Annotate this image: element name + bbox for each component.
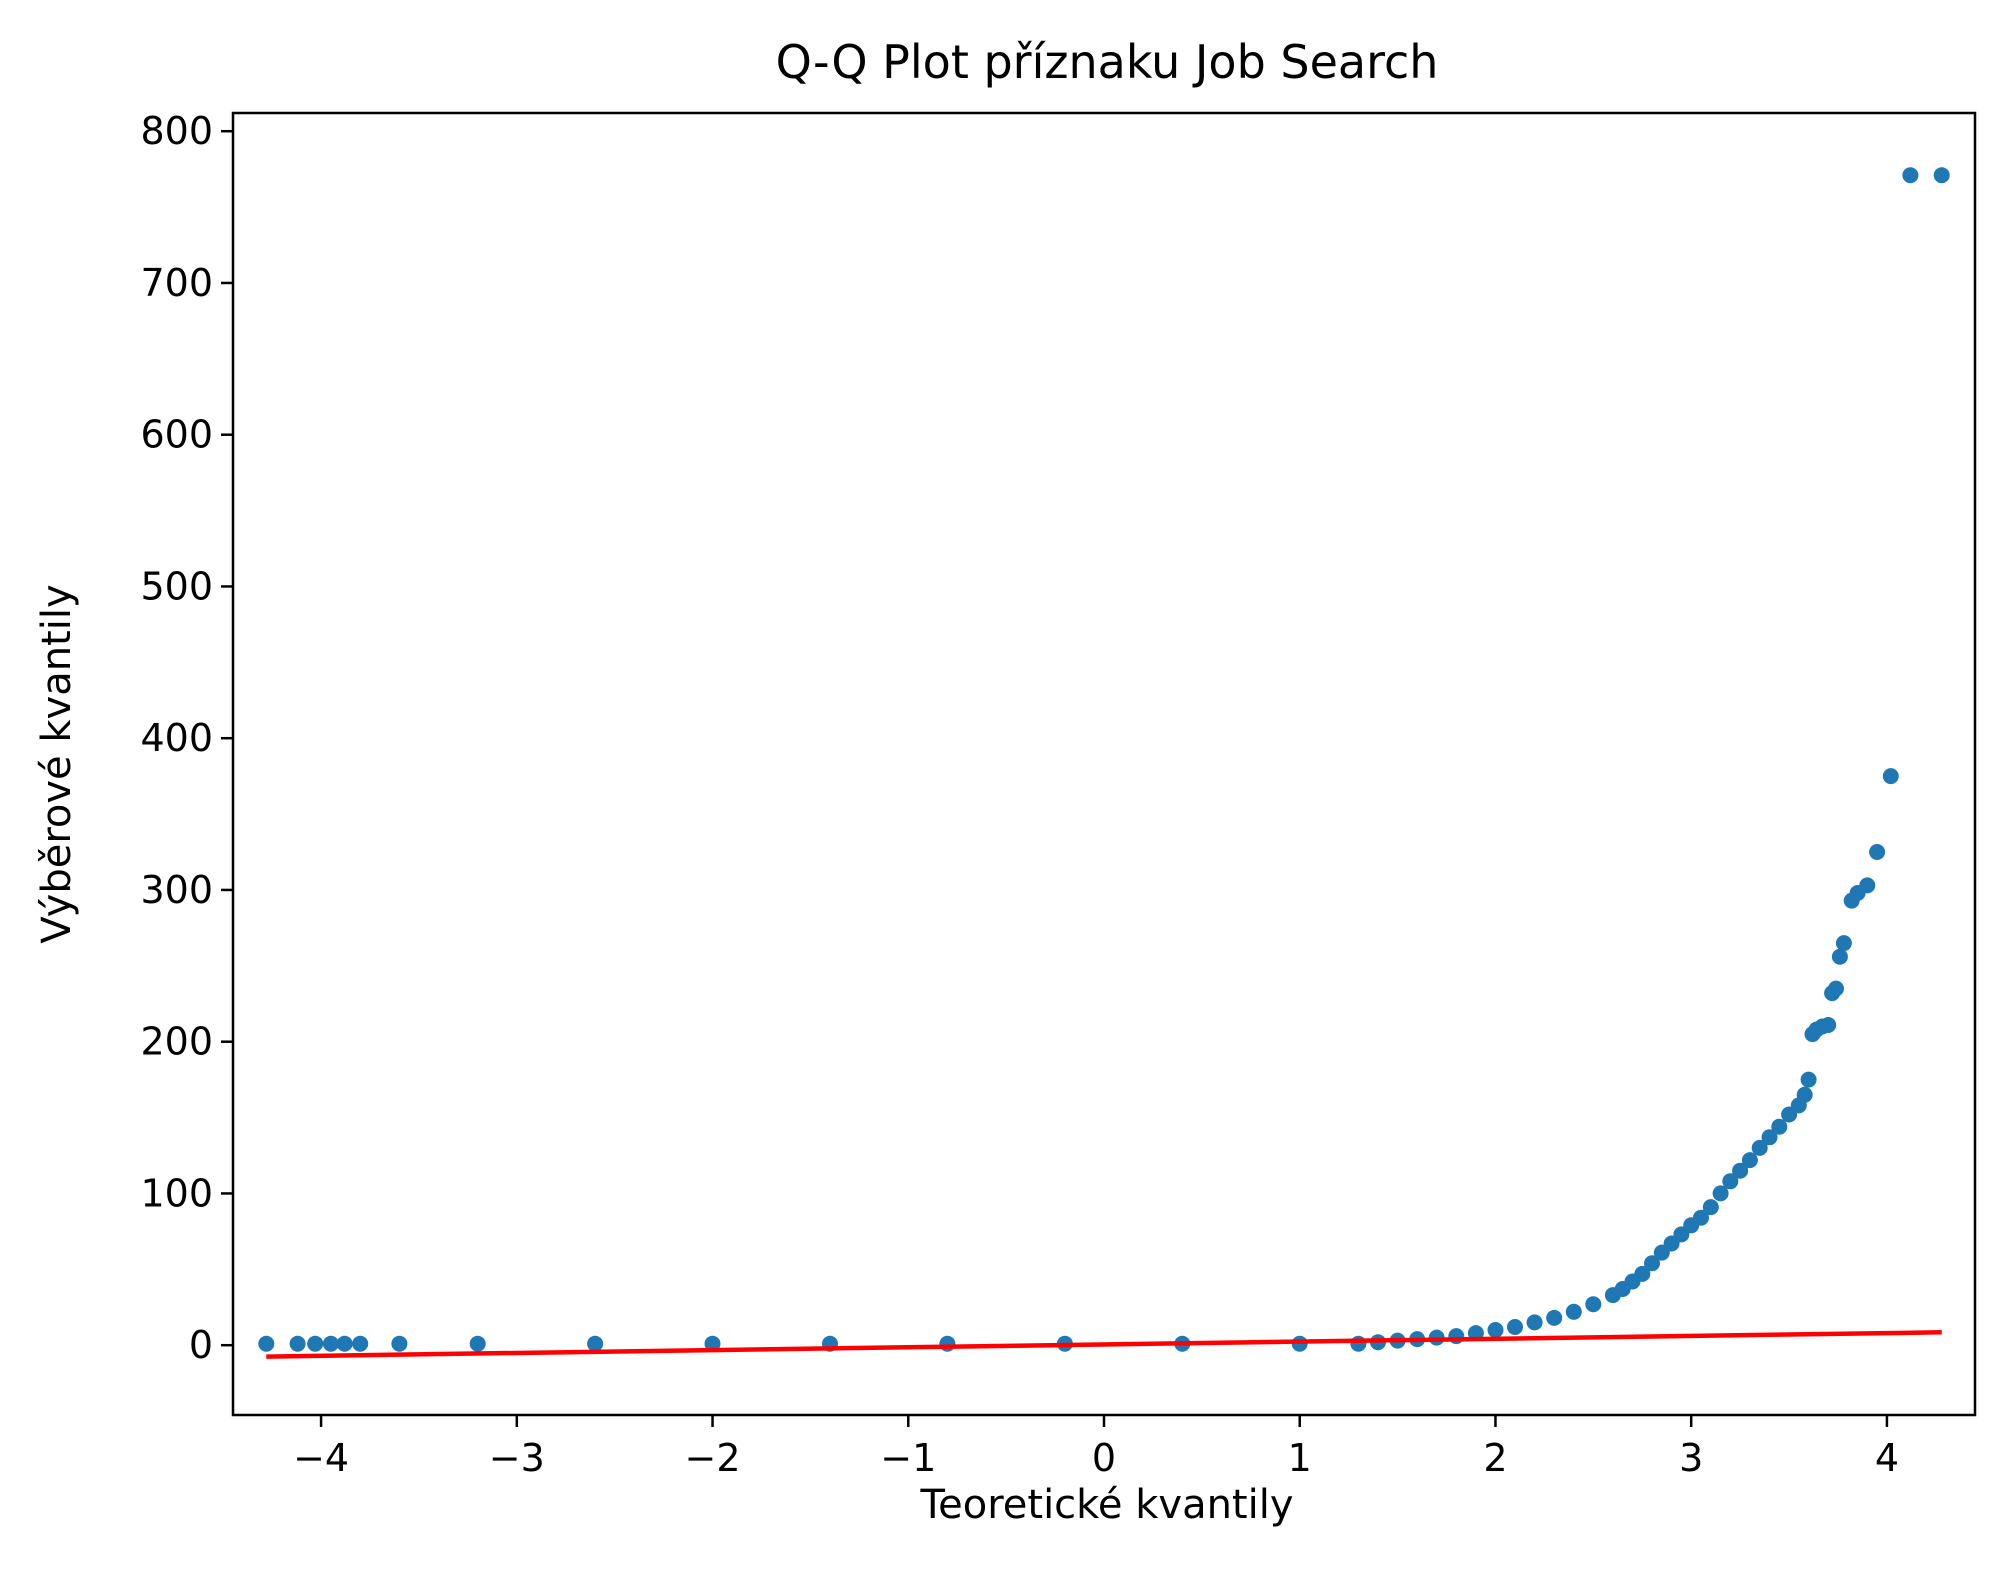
data-point: [704, 1335, 721, 1352]
y-tick-label: 300: [140, 868, 213, 912]
y-axis-label: Výběrové kvantily: [34, 584, 80, 943]
data-point: [258, 1335, 275, 1352]
data-point: [1933, 167, 1950, 184]
data-point: [1859, 877, 1876, 894]
y-tick-label: 800: [140, 109, 213, 153]
data-point: [1693, 1209, 1709, 1226]
data-point: [1702, 1199, 1719, 1216]
x-tick-label: 3: [1679, 1436, 1703, 1480]
data-point: [1507, 1319, 1523, 1335]
x-tick-label: 4: [1875, 1436, 1899, 1480]
y-tick-label: 200: [140, 1020, 213, 1064]
data-point: [1712, 1185, 1729, 1202]
y-tick-label: 0: [189, 1323, 213, 1367]
x-tick-label: −4: [293, 1436, 349, 1480]
data-point: [1828, 980, 1844, 997]
data-point: [1902, 167, 1919, 184]
data-point: [322, 1335, 339, 1352]
y-tick-label: 600: [140, 413, 213, 457]
y-tick-label: 100: [140, 1171, 213, 1215]
x-tick-label: −1: [880, 1436, 936, 1480]
data-point: [1820, 1017, 1837, 1033]
x-axis-label: Teoretické kvantily: [919, 1482, 1293, 1528]
data-point: [289, 1335, 306, 1352]
data-point: [1761, 1129, 1778, 1146]
data-point: [336, 1335, 353, 1352]
data-point: [1835, 935, 1852, 952]
fit-line: [266, 1330, 1942, 1359]
data-point: [1350, 1335, 1367, 1352]
data-point: [1831, 948, 1848, 965]
data-point: [1800, 1071, 1817, 1088]
data-point: [391, 1335, 408, 1352]
x-axis-ticks: −4 −3 −2 −1 0 1 2 3 4: [293, 1415, 1899, 1480]
chart-title: Q-Q Plot příznaku Job Search: [776, 35, 1439, 89]
data-point: [1487, 1322, 1504, 1338]
data-points-layer: [258, 167, 1950, 1352]
data-point: [1741, 1152, 1758, 1169]
data-point: [469, 1335, 486, 1352]
data-point: [1448, 1328, 1465, 1345]
x-tick-label: 0: [1092, 1436, 1116, 1480]
data-point: [1751, 1139, 1768, 1156]
y-tick-label: 400: [140, 716, 213, 760]
y-tick-label: 500: [140, 564, 213, 608]
y-tick-label: 700: [140, 261, 213, 305]
data-point: [307, 1335, 324, 1352]
data-point: [1796, 1086, 1813, 1103]
data-point: [1526, 1314, 1543, 1331]
data-point: [1771, 1118, 1788, 1135]
data-point: [1585, 1296, 1602, 1313]
x-tick-label: 1: [1288, 1436, 1312, 1480]
data-point: [1644, 1255, 1660, 1272]
data-point: [352, 1335, 369, 1352]
data-point: [1869, 844, 1886, 860]
data-point: [1722, 1173, 1739, 1190]
data-point: [1882, 768, 1899, 785]
y-axis-ticks: 0 100 200 300 400 500 600 700 800: [140, 109, 233, 1367]
x-tick-label: 2: [1483, 1436, 1507, 1480]
data-point: [1732, 1162, 1749, 1179]
data-point: [587, 1335, 604, 1352]
data-point: [939, 1335, 956, 1352]
fit-line-layer: [266, 1330, 1942, 1359]
x-tick-label: −2: [685, 1436, 741, 1480]
x-tick-label: −3: [489, 1436, 545, 1480]
data-point: [1565, 1303, 1582, 1320]
data-point: [1546, 1309, 1563, 1326]
data-point: [1634, 1265, 1651, 1282]
